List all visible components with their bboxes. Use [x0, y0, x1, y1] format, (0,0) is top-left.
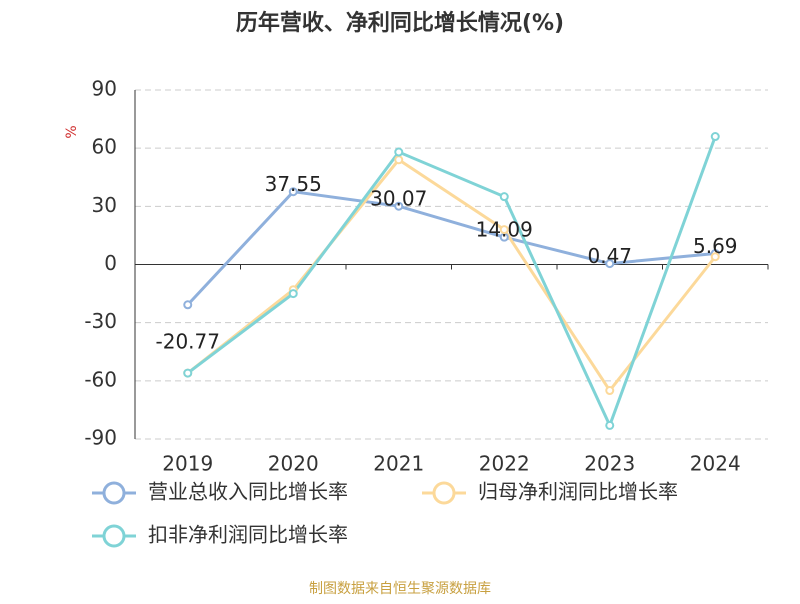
series-line [186, 136, 717, 430]
data-point [394, 201, 404, 211]
data-label: 0.47 [587, 244, 632, 268]
data-label: -20.77 [156, 329, 220, 353]
y-tick-label: -30 [84, 309, 117, 333]
legend-marker [102, 524, 126, 548]
data-point [288, 289, 298, 299]
y-tick-label: 60 [92, 135, 117, 159]
legend-label: 营业总收入同比增长率 [148, 480, 348, 504]
y-tick-label: 30 [92, 193, 117, 217]
data-point [710, 132, 720, 142]
data-point [499, 192, 509, 202]
x-tick-label: 2019 [162, 452, 213, 476]
data-label: 30.07 [370, 187, 427, 211]
data-point [394, 155, 404, 165]
data-point [288, 187, 298, 197]
legend-marker [432, 481, 456, 505]
source-note: 制图数据来自恒生聚源数据库 [309, 581, 491, 597]
x-tick-label: 2023 [584, 452, 635, 476]
series-line [186, 157, 717, 394]
y-tick-label: -90 [84, 426, 117, 450]
data-point [499, 225, 509, 235]
x-tick-label: 2020 [268, 452, 319, 476]
data-point [605, 259, 615, 269]
chart-title: 历年营收、净利同比增长情况(%) [236, 10, 564, 36]
series-line [186, 190, 716, 306]
x-tick-label: 2021 [373, 452, 424, 476]
y-axis-label: % [64, 125, 80, 138]
legend-label: 扣非净利润同比增长率 [148, 523, 348, 547]
data-label: 37.55 [265, 172, 322, 196]
data-point [605, 420, 615, 430]
y-tick-label: -60 [84, 367, 117, 391]
legend-label: 归母净利润同比增长率 [478, 480, 678, 504]
legend-marker [102, 481, 126, 505]
data-point [183, 368, 193, 378]
data-point [710, 252, 720, 262]
data-point [605, 386, 615, 396]
data-point [394, 147, 404, 157]
y-tick-label: 90 [92, 77, 117, 101]
data-label: 5.69 [693, 234, 738, 258]
x-tick-label: 2022 [479, 452, 530, 476]
y-tick-label: 0 [104, 251, 117, 275]
x-tick-label: 2024 [690, 452, 741, 476]
data-point [183, 300, 193, 310]
